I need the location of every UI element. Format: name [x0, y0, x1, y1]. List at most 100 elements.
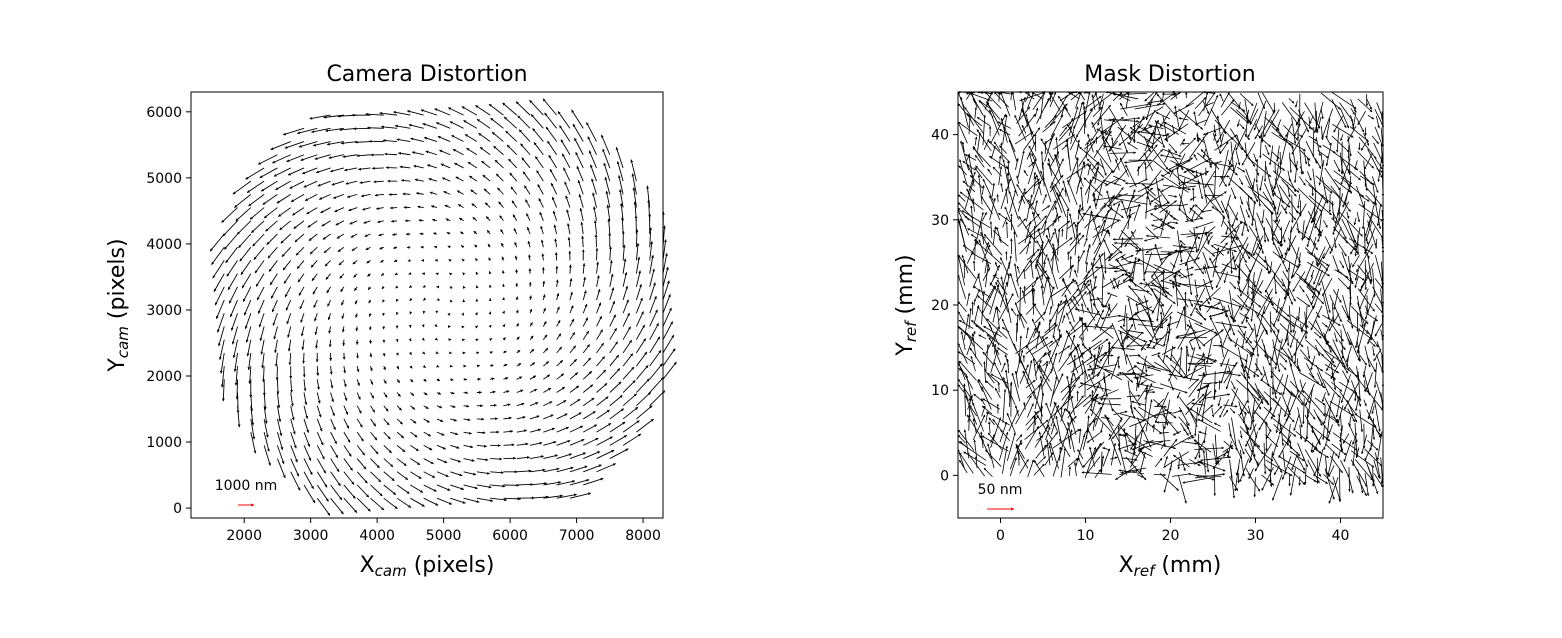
- vector-arrow: [1350, 115, 1355, 127]
- vector-arrow: [542, 321, 547, 327]
- vector-arrow: [1312, 435, 1323, 453]
- vector-arrow: [342, 154, 358, 158]
- vector-arrow: [436, 497, 453, 505]
- vector-arrow: [529, 308, 533, 314]
- vector-arrow: [543, 414, 554, 420]
- vector-arrow: [284, 141, 305, 149]
- vector-arrow: [543, 427, 555, 433]
- vector-arrow: [436, 378, 441, 382]
- vector-arrow: [1151, 425, 1162, 434]
- vector-arrow: [1261, 451, 1274, 462]
- vector-arrow: [592, 192, 597, 208]
- vector-arrow: [370, 445, 379, 455]
- vector-arrow: [251, 220, 265, 234]
- vector-arrow: [1186, 348, 1190, 357]
- vector-arrow: [1115, 159, 1120, 171]
- vector-arrow: [551, 196, 558, 208]
- vector-arrow: [960, 331, 966, 351]
- vector-arrow: [986, 411, 1011, 426]
- vector-arrow: [1017, 150, 1025, 178]
- vector-arrow: [1223, 271, 1228, 284]
- vector-arrow: [1241, 330, 1246, 349]
- vector-arrow: [1033, 415, 1037, 426]
- vector-arrow: [1066, 208, 1070, 240]
- vector-arrow: [1110, 456, 1118, 460]
- vector-arrow: [490, 471, 504, 475]
- vector-arrow: [1172, 124, 1176, 135]
- vector-arrow: [636, 391, 652, 407]
- vector-arrow: [312, 286, 318, 295]
- vector-arrow: [632, 187, 637, 208]
- vector-arrow: [396, 405, 402, 411]
- vector-arrow: [1269, 145, 1274, 166]
- vector-arrow: [1104, 252, 1113, 262]
- vector-arrow: [498, 201, 504, 208]
- vector-arrow: [963, 429, 970, 459]
- vector-arrow: [1188, 298, 1194, 307]
- vector-arrow: [1258, 407, 1273, 431]
- vector-arrow: [542, 98, 557, 116]
- vector-arrow: [1254, 443, 1264, 455]
- vector-arrow: [1280, 423, 1285, 446]
- vector-arrow: [281, 246, 292, 258]
- vector-arrow: [1197, 371, 1205, 399]
- vector-arrow: [1042, 193, 1047, 204]
- vector-arrow: [556, 306, 560, 314]
- vector-arrow: [1098, 381, 1104, 392]
- vector-arrow: [1213, 124, 1217, 134]
- vector-arrow: [1110, 442, 1117, 466]
- vector-arrow: [316, 458, 327, 474]
- vector-arrow: [314, 326, 318, 335]
- vector-arrow: [1186, 398, 1196, 406]
- vector-arrow: [286, 154, 305, 163]
- vector-arrow: [402, 192, 411, 196]
- vector-arrow: [423, 458, 434, 465]
- vector-arrow: [526, 227, 531, 235]
- vector-arrow: [296, 260, 305, 270]
- vector-arrow: [488, 311, 492, 315]
- vector-arrow: [646, 185, 651, 208]
- vector-arrow: [1154, 457, 1163, 468]
- vector-arrow: [616, 161, 624, 182]
- vector-arrow: [1001, 318, 1017, 350]
- vector-arrow: [622, 433, 642, 446]
- vector-arrow: [962, 160, 976, 171]
- vector-arrow: [529, 375, 537, 380]
- vector-arrow: [316, 366, 320, 377]
- vector-arrow: [970, 234, 978, 240]
- vector-arrow: [1045, 426, 1051, 441]
- vector-arrow: [1069, 415, 1077, 425]
- vector-arrow: [543, 401, 553, 407]
- vector-arrow: [1077, 255, 1080, 274]
- vector-arrow: [1334, 332, 1338, 343]
- vector-arrow: [569, 345, 577, 354]
- vector-arrow: [1100, 416, 1110, 420]
- vector-arrow: [1354, 459, 1374, 481]
- vector-arrow: [307, 220, 318, 228]
- vector-arrow: [232, 180, 252, 195]
- vector-arrow: [1067, 421, 1075, 453]
- vector-arrow: [1180, 181, 1214, 186]
- vector-arrow: [631, 173, 637, 195]
- vector-arrow: [290, 193, 305, 203]
- vector-arrow: [1103, 251, 1107, 274]
- vector-arrow: [320, 207, 331, 214]
- vector-arrow: [998, 238, 1009, 247]
- x-tick-label: 0: [996, 528, 1005, 544]
- vector-arrow: [396, 379, 401, 384]
- vector-arrow: [1212, 132, 1222, 155]
- vector-arrow: [957, 378, 974, 402]
- vector-arrow: [276, 405, 282, 423]
- vector-arrow: [367, 126, 384, 130]
- vector-arrow: [223, 233, 238, 250]
- vector-arrow: [502, 324, 506, 328]
- vector-arrow: [630, 159, 637, 182]
- vector-arrow: [1033, 200, 1038, 218]
- vector-arrow: [556, 400, 567, 407]
- vector-arrow: [1363, 380, 1367, 393]
- vector-arrow: [581, 235, 585, 248]
- vector-arrow: [1205, 447, 1210, 473]
- vector-arrow: [290, 418, 296, 435]
- vector-arrow: [1067, 179, 1078, 206]
- vector-arrow: [1145, 234, 1171, 239]
